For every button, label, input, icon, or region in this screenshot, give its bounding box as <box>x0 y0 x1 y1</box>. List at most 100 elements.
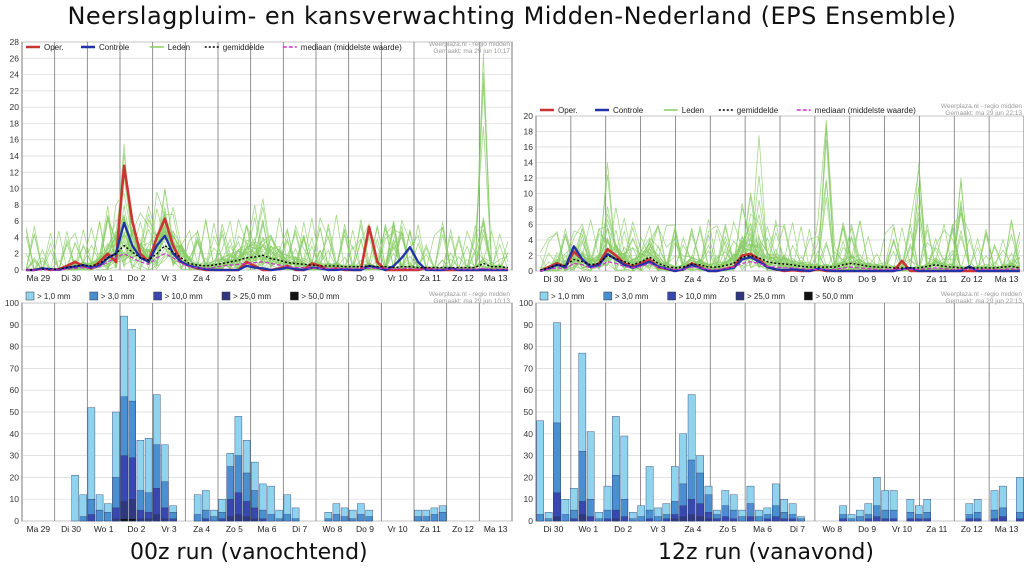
plume-00z-x-tick-label: Za 4 <box>193 273 210 283</box>
plume-12z-y-tick-label: 16 <box>524 142 534 152</box>
prob-00z-y-tick-label: 60 <box>10 385 20 395</box>
plume-00z-y-tick-label: 4 <box>14 232 19 242</box>
plume-00z-y-tick-label: 18 <box>10 118 20 128</box>
prob-12z-bar <box>881 518 889 522</box>
plume-00z-y-tick-label: 12 <box>10 167 20 177</box>
prob-00z-bar <box>357 514 365 522</box>
plume-00z-made-text: Gemaakt: ma 29 jun 10:17 <box>433 48 510 55</box>
plume-12z-x-tick-label: Ma 6 <box>753 274 772 284</box>
prob-00z-bar <box>120 518 128 522</box>
prob-12z-bar <box>637 516 645 522</box>
prob-00z-bar <box>422 516 430 522</box>
prob-12z-legend-label: > 25,0 mm <box>747 292 785 301</box>
caption-00z-run: 00z run (vanochtend) <box>130 540 368 565</box>
prob-00z-x-tick-label: Zo 5 <box>226 524 243 534</box>
prob-12z-bar <box>654 516 662 522</box>
prob-00z-bar <box>161 518 169 522</box>
prob-12z-legend-label: > 50,0 mm <box>815 292 853 301</box>
prob-00z-x-tick-label: Do 9 <box>356 524 374 534</box>
prob-12z-bar <box>923 518 931 522</box>
prob-00z-legend-label: > 25,0 mm <box>233 292 271 301</box>
prob-00z-bar <box>136 518 145 522</box>
prob-12z-bar <box>1016 518 1024 522</box>
prob-00z-bar <box>226 516 235 522</box>
prob-00z-bar <box>79 516 88 522</box>
plume-12z-x-tick-label: Ma 13 <box>995 274 1019 284</box>
prob-00z-legend-label: > 50,0 mm <box>301 292 339 301</box>
prob-12z-bar <box>671 518 679 522</box>
prob-00z-x-tick-label: Di 30 <box>61 524 81 534</box>
plume-12z-legend-label: mediaan (middelste waarde) <box>815 106 916 115</box>
plume-12z-y-tick-label: 0 <box>528 266 533 276</box>
prob-12z-x-tick-label: Za 4 <box>684 524 701 534</box>
prob-00z-bar <box>218 518 226 522</box>
plume-00z-x-tick-label: Zo 5 <box>226 273 243 283</box>
plume-12z-legend-label: Oper. <box>558 106 578 115</box>
prob-12z-y-tick-label: 0 <box>528 516 533 526</box>
plume-00z-y-tick-label: 28 <box>10 37 20 47</box>
prob-12z-y-tick-label: 100 <box>519 298 533 308</box>
prob-00z-bar <box>438 512 447 522</box>
prob-12z-bar <box>713 518 721 522</box>
prob-12z-x-tick-label: Di 30 <box>544 524 564 534</box>
prob-00z-y-tick-label: 0 <box>14 516 19 526</box>
prob-12z-made-text: Gemaakt: ma 29 jun 22:13 <box>945 298 1022 305</box>
prob-12z-bar <box>645 518 654 522</box>
prob-12z-x-tick-label: Do 2 <box>614 524 632 534</box>
prob-00z-y-tick-label: 80 <box>10 342 20 352</box>
prob-12z-y-tick-label: 90 <box>524 320 534 330</box>
prob-12z-y-tick-label: 10 <box>524 494 534 504</box>
prob-00z-bar <box>430 514 439 522</box>
plume-00z-x-tick-label: Za 11 <box>420 273 441 283</box>
plume-12z-y-tick-label: 20 <box>524 111 534 121</box>
prob-00z-legend-label: > 10,0 mm <box>165 292 203 301</box>
prob-12z-bar <box>755 516 763 522</box>
prob-00z-x-tick-label: Za 4 <box>193 524 210 534</box>
prob-12z-bar <box>687 514 696 522</box>
plume-12z-y-tick-label: 6 <box>528 220 533 230</box>
plume-00z-x-tick-label: Ma 6 <box>258 273 277 283</box>
prob-12z-source-text: Weerplaza.nl - regio midden <box>941 291 1023 298</box>
prob-00z-bar <box>275 518 283 522</box>
prob-00z-bar <box>332 514 341 522</box>
plume-12z-made-text: Gemaakt: ma 29 jun 22:13 <box>945 110 1022 117</box>
prob-00z-y-tick-label: 70 <box>10 363 20 373</box>
prob-00z-bar <box>120 501 128 522</box>
prob-00z-bar <box>169 518 177 522</box>
prob-12z-legend-label: > 1,0 mm <box>551 292 585 301</box>
plume-12z-x-tick-label: Wo 8 <box>822 274 842 284</box>
plume-12z-legend-label: Leden <box>682 106 704 115</box>
plume-12z-y-tick-label: 4 <box>528 235 533 245</box>
prob-12z-bar <box>595 518 603 522</box>
prob-12z-bar <box>889 518 898 522</box>
prob-00z-legend-swatch <box>89 291 99 301</box>
prob-00z-bar <box>128 518 137 522</box>
prob-12z-bar <box>553 516 561 522</box>
prob-12z-bar <box>973 518 982 522</box>
prob-12z-x-tick-label: Zo 5 <box>719 524 736 534</box>
prob-12z-bar <box>763 518 772 522</box>
prob-00z-legend-swatch <box>153 291 162 301</box>
plume-00z-y-tick-label: 20 <box>10 102 20 112</box>
prob-12z-bar <box>856 516 864 522</box>
plume-00z-y-tick-label: 16 <box>10 135 20 145</box>
plume-00z-y-tick-label: 22 <box>10 86 20 96</box>
prob-00z-x-tick-label: Wo 8 <box>322 524 342 534</box>
plume-00z-y-tick-label: 2 <box>14 249 19 259</box>
prob-00z-bar <box>95 509 104 522</box>
prob-12z-bar <box>864 518 873 522</box>
plume-00z-x-tick-label: Do 9 <box>356 273 374 283</box>
prob-12z-bar <box>586 516 595 522</box>
prob-00z-y-tick-label: 30 <box>10 451 20 461</box>
plume-00z-legend-label: Controle <box>99 43 130 52</box>
caption-12z-run: 12z run (vanavond) <box>658 540 874 565</box>
prob-00z-legend-swatch <box>221 291 231 301</box>
prob-12z-bar <box>965 518 974 522</box>
plume-00z-y-tick-label: 8 <box>14 200 19 210</box>
plume-00z-member-line <box>25 226 508 271</box>
prob-00z-bar <box>71 475 79 522</box>
prob-12z-bar <box>990 518 999 522</box>
plume-12z-series-mediaan <box>540 261 1020 272</box>
prob-12z-bar <box>873 516 881 522</box>
prob-12z-bar <box>536 514 544 522</box>
